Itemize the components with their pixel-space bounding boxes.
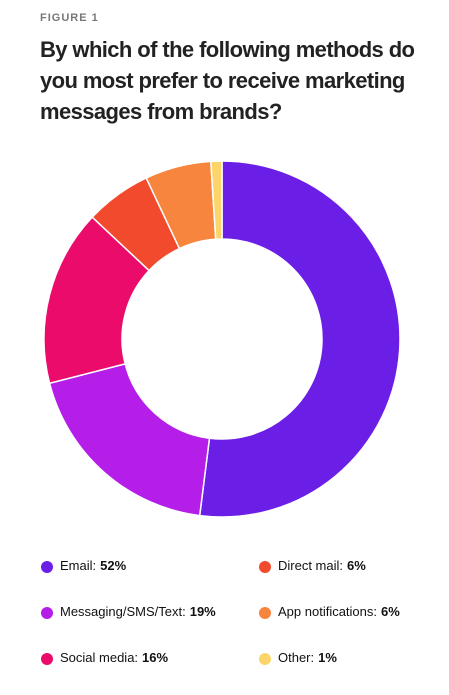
legend-swatch <box>41 607 53 619</box>
legend-label: Other: 1% <box>278 650 337 665</box>
legend-value: 16% <box>142 650 168 665</box>
legend-name: App notifications: <box>278 604 377 619</box>
donut-slice <box>48 362 211 517</box>
legend-label: Social media: 16% <box>60 650 169 665</box>
donut-slice <box>198 160 401 518</box>
legend-value: 6% <box>347 558 366 573</box>
legend-label: Email: 52% <box>60 558 127 573</box>
legend-value: 52% <box>100 558 126 573</box>
legend-swatch <box>41 653 53 665</box>
legend-name: Other: <box>278 650 314 665</box>
legend-label: Messaging/SMS/Text: 19% <box>60 604 216 619</box>
kicker: FIGURE 1 <box>40 12 99 24</box>
legend-label: Direct mail: 6% <box>278 558 366 573</box>
legend-name: Messaging/SMS/Text: <box>60 604 186 619</box>
legend-name: Email: <box>60 558 96 573</box>
donut-slice <box>210 160 223 240</box>
legend-value: 1% <box>318 650 337 665</box>
legend-name: Social media: <box>60 650 138 665</box>
legend-label: App notifications: 6% <box>278 604 400 619</box>
legend-swatch <box>259 607 271 619</box>
legend-value: 6% <box>381 604 400 619</box>
legend-name: Direct mail: <box>278 558 343 573</box>
legend-swatch <box>259 561 271 573</box>
legend-swatch <box>259 653 271 665</box>
legend-value: 19% <box>190 604 216 619</box>
chart-title: By which of the following methods do you… <box>40 37 415 124</box>
legend-swatch <box>41 561 53 573</box>
